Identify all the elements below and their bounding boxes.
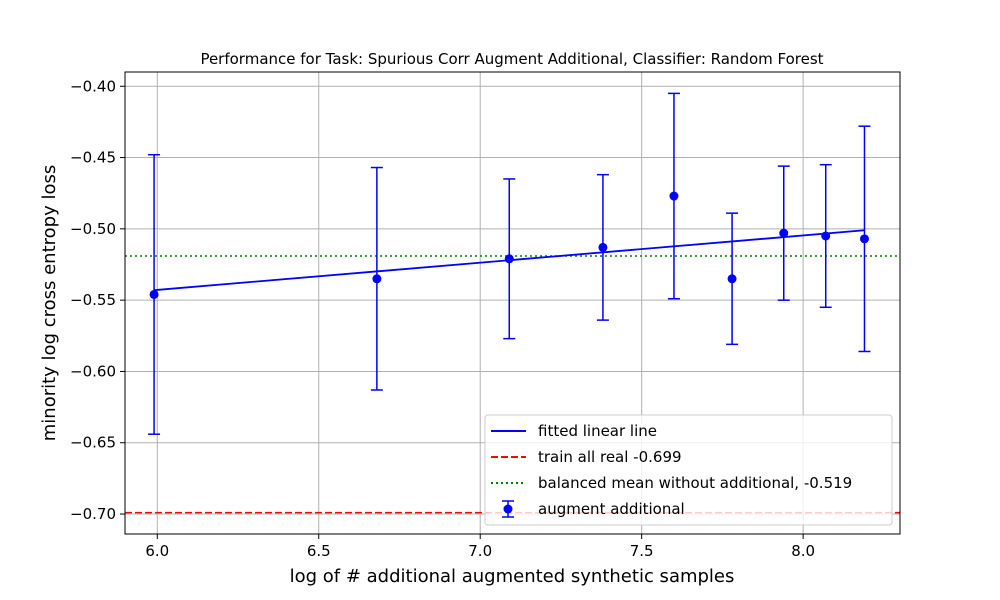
- legend-label-train-all-real: train all real -0.699: [538, 448, 682, 466]
- x-axis-title: log of # additional augmented synthetic …: [290, 566, 735, 587]
- legend-swatch-augment-additional: [502, 500, 514, 518]
- x-tick-label: 7.5: [630, 542, 654, 560]
- x-tick-label: 7.0: [468, 542, 492, 560]
- data-point: [598, 242, 608, 252]
- legend-label-fitted-line: fitted linear line: [538, 422, 657, 440]
- data-point: [669, 191, 679, 201]
- y-tick-label: −0.55: [70, 291, 116, 309]
- y-axis: −0.40 −0.45 −0.50 −0.55 −0.60 −0.65 −0.70: [70, 77, 125, 523]
- data-point: [372, 274, 382, 284]
- data-point: [779, 228, 789, 238]
- plot-frame: [124, 71, 901, 535]
- data-point: [727, 274, 737, 284]
- y-tick-label: −0.50: [70, 220, 116, 238]
- y-tick-label: −0.65: [70, 434, 116, 452]
- x-tick-label: 6.5: [307, 542, 331, 560]
- y-tick-label: −0.40: [70, 77, 116, 95]
- data-point: [504, 254, 514, 264]
- x-tick-label: 6.0: [145, 542, 169, 560]
- y-axis-title: minority log cross entropy loss: [39, 165, 60, 441]
- x-axis: 6.0 6.5 7.0 7.5 8.0: [145, 534, 815, 560]
- data-point: [821, 231, 831, 241]
- y-tick-label: −0.45: [70, 149, 116, 167]
- legend-label-augment-additional: augment additional: [538, 500, 685, 518]
- y-tick-label: −0.60: [70, 362, 116, 380]
- y-tick-label: −0.70: [70, 505, 116, 523]
- chart-title: Performance for Task: Spurious Corr Augm…: [200, 50, 823, 68]
- data-point: [149, 289, 159, 299]
- legend: fitted linear line train all real -0.699…: [484, 414, 893, 526]
- legend-label-balanced-mean: balanced mean without additional, -0.519: [538, 474, 852, 492]
- data-point: [859, 234, 869, 244]
- x-tick-label: 8.0: [791, 542, 815, 560]
- legend-box: [484, 414, 893, 526]
